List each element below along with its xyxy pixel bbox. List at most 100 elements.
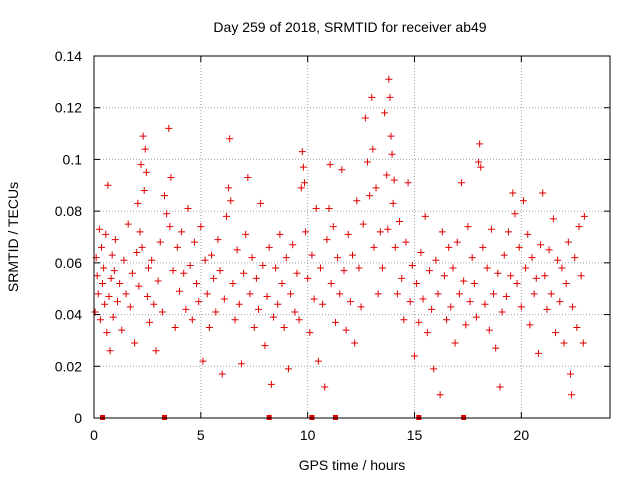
data-point [282,254,290,262]
data-point [252,274,260,282]
data-point [344,230,352,238]
data-point [398,274,406,282]
data-point [445,243,453,251]
axis-ticks [93,55,610,419]
data-point [321,383,329,391]
data-point [410,352,418,360]
data-point [293,269,301,277]
data-point [93,272,101,280]
data-point [494,269,502,277]
data-point [466,298,474,306]
data-point [353,197,361,205]
data-points [91,75,588,399]
data-point [500,251,508,259]
data-point [386,93,394,101]
data-point [96,316,104,324]
data-point [146,318,154,326]
data-point [485,326,493,334]
data-point [384,225,392,233]
data-point [111,236,119,244]
data-point [148,256,156,264]
data-point [539,189,547,197]
data-point [406,298,414,306]
plot-frame [93,55,611,419]
data-point [233,246,241,254]
data-point [580,212,588,220]
data-point [573,324,581,331]
data-point [340,267,348,275]
data-point [180,269,188,277]
data-point [94,290,102,298]
data-point [203,290,211,298]
data-point [135,282,143,290]
data-point [140,186,148,194]
data-point [265,243,273,251]
data-point [237,360,245,368]
data-point [226,135,234,143]
x-tick-label: 15 [407,427,423,443]
data-point [205,324,213,331]
data-point [120,256,128,264]
data-point [458,179,466,187]
data-point [109,313,117,321]
data-point [558,264,566,272]
data-point [178,228,186,236]
x-tick-label: 5 [197,427,205,443]
data-point [107,274,115,282]
data-point [571,254,579,262]
data-point [390,176,398,184]
data-point [537,241,545,249]
data-point [351,339,359,347]
data-point [144,264,152,272]
data-point [517,303,525,311]
data-point [169,267,177,275]
data-point [161,192,169,200]
data-point [118,326,126,334]
data-point [334,254,342,262]
data-point [440,272,448,280]
data-point [152,347,160,355]
data-point [579,339,587,347]
y-tick-label: 0.04 [55,307,82,323]
data-point [240,269,248,277]
data-point [141,145,149,153]
data-point [569,303,577,311]
data-point [299,163,307,171]
data-point [438,228,446,236]
data-point [131,339,139,347]
data-point [103,329,111,337]
data-point [195,298,203,306]
y-tick-label: 0.06 [55,255,82,271]
data-point [464,223,472,231]
data-point [276,230,284,238]
data-point [197,223,205,231]
data-point [545,246,553,254]
data-point [425,267,433,275]
data-point [102,230,110,238]
data-point [366,192,374,200]
data-point [327,280,335,288]
data-point [138,243,146,251]
data-point [184,205,192,213]
data-point [415,318,423,326]
data-point [186,261,194,269]
data-point [355,264,363,272]
data-point [325,205,333,213]
data-point [436,391,444,399]
data-point [378,264,386,272]
data-point [455,290,463,298]
grid-lines [94,56,610,418]
data-point [193,280,201,288]
data-point [342,326,350,334]
data-point [255,305,263,313]
data-point [139,132,147,140]
data-point [210,274,218,282]
data-point [453,238,461,246]
data-point [216,267,224,275]
data-point [208,251,216,259]
data-point [408,261,416,269]
data-point [564,238,572,246]
data-point [269,313,277,321]
data-point [391,243,399,251]
data-point [110,267,118,275]
